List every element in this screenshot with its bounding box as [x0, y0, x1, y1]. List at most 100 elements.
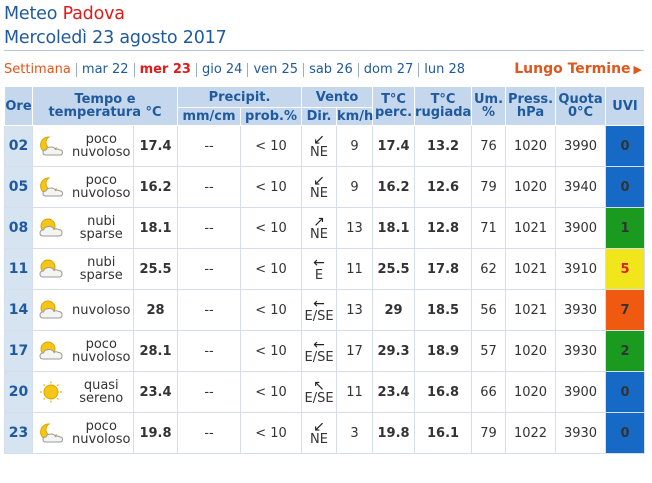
uvi-badge: 1: [605, 207, 646, 249]
dewpoint-cell: 16.1: [414, 412, 473, 454]
day-tab[interactable]: gio 24: [195, 63, 248, 77]
header-wind-speed: km/h: [336, 107, 374, 126]
moon-cloud-icon: [32, 166, 70, 208]
week-link[interactable]: Settimana: [4, 62, 71, 77]
wind-arrow-icon: ←: [313, 337, 325, 353]
days-nav: Settimana mar 22 mer 23 gio 24 ven 25 sa…: [4, 61, 470, 79]
precip-mm-cell: --: [177, 207, 242, 249]
sun-cloud-icon: [32, 248, 70, 290]
sky-description: poco nuvoloso: [69, 330, 134, 372]
wind-direction-cell: ↖ E/SE: [301, 371, 338, 413]
header-freezing-level: Quota 0°C: [555, 86, 607, 126]
sky-line1: quasi: [83, 378, 119, 393]
hour-cell: 11: [4, 248, 33, 290]
temperature-cell: 23.4: [132, 371, 179, 413]
sun-cloud-icon: [32, 207, 70, 249]
day-tab[interactable]: dom 27: [357, 63, 419, 77]
sky-line2: sparse: [79, 268, 123, 283]
long-term-link[interactable]: Lungo Termine ▶: [514, 61, 642, 77]
sky-description: poco nuvoloso: [69, 412, 134, 454]
wind-direction-cell: ↗ NE: [301, 207, 338, 249]
wind-direction-label: NE: [310, 186, 328, 201]
sky-description: nuvoloso: [69, 289, 134, 331]
forecast-date: Mercoledì 23 agosto 2017: [4, 28, 227, 48]
perceived-temp-cell: 16.2: [372, 166, 416, 208]
day-tab[interactable]: sab 26: [303, 63, 358, 77]
sky-line2: nuvoloso: [72, 432, 131, 447]
uvi-badge: 0: [605, 412, 646, 454]
humidity-cell: 79: [471, 166, 507, 208]
sky-line2: sparse: [79, 227, 123, 242]
header-freezing-level-line2: 0°C: [567, 105, 594, 120]
wind-speed-cell: 13: [336, 207, 374, 249]
wind-speed-cell: 9: [336, 166, 374, 208]
header-dewpoint-line2: rugiada: [415, 105, 472, 120]
wind-arrow-icon: ↖: [313, 378, 325, 394]
forecast-row: 23 poco nuvoloso 19.8 -- < 10 ↙ NE 3 19.8 16.1 79 10…: [4, 412, 646, 454]
forecast-row: 05 poco nuvoloso 16.2 -- < 10 ↙ NE 9 16.2 12.6 79 10…: [4, 166, 646, 208]
forecast-row: 11 nubi sparse 25.5 -- < 10 ← E 11 25.5 17.8 62 1021…: [4, 248, 646, 290]
perceived-temp-cell: 18.1: [372, 207, 416, 249]
header-freezing-level-line1: Quota: [558, 92, 603, 107]
hour-cell: 17: [4, 330, 33, 372]
wind-speed-cell: 9: [336, 125, 374, 167]
uvi-badge: 0: [605, 371, 646, 413]
humidity-cell: 62: [471, 248, 507, 290]
uvi-badge: 0: [605, 166, 646, 208]
header-humidity: Um. %: [471, 86, 507, 126]
precip-prob-cell: < 10: [240, 166, 303, 208]
uvi-badge: 7: [605, 289, 646, 331]
dewpoint-cell: 18.5: [414, 289, 473, 331]
sky-line1: nubi: [87, 255, 116, 270]
header-perceived: T°C perc.: [372, 86, 416, 126]
wind-arrow-icon: ←: [313, 296, 325, 312]
humidity-cell: 76: [471, 125, 507, 167]
sky-line1: nubi: [87, 214, 116, 229]
uvi-badge: 5: [605, 248, 646, 290]
perceived-temp-cell: 29.3: [372, 330, 416, 372]
perceived-temp-cell: 25.5: [372, 248, 416, 290]
dewpoint-cell: 17.8: [414, 248, 473, 290]
header-humidity-line1: Um.: [474, 92, 504, 107]
pressure-cell: 1022: [505, 412, 557, 454]
precip-prob-cell: < 10: [240, 371, 303, 413]
page-title: Meteo Padova: [4, 4, 125, 24]
temperature-cell: 18.1: [132, 207, 179, 249]
header-precip: Precipit.: [177, 86, 303, 108]
perceived-temp-cell: 23.4: [372, 371, 416, 413]
moon-cloud-icon: [32, 125, 70, 167]
freezing-level-cell: 3940: [555, 166, 607, 208]
sky-description: nubi sparse: [69, 207, 134, 249]
wind-direction-label: E/SE: [304, 391, 334, 406]
wind-direction-cell: ↙ NE: [301, 166, 338, 208]
title-prefix: Meteo: [4, 4, 58, 24]
header-perceived-line2: perc.: [374, 105, 413, 120]
wind-direction-label: E/SE: [304, 350, 334, 365]
day-tab[interactable]: lun 28: [418, 63, 470, 77]
hour-cell: 14: [4, 289, 33, 331]
temperature-cell: 28.1: [132, 330, 179, 372]
pressure-cell: 1021: [505, 248, 557, 290]
freezing-level-cell: 3990: [555, 125, 607, 167]
long-term-label: Lungo Termine: [514, 61, 631, 77]
temperature-cell: 16.2: [132, 166, 179, 208]
dewpoint-cell: 13.2: [414, 125, 473, 167]
header-weather-temp-line2: temperatura °C: [48, 105, 162, 120]
day-tab[interactable]: mar 22: [75, 63, 134, 77]
sky-line2: sereno: [79, 391, 124, 406]
precip-prob-cell: < 10: [240, 289, 303, 331]
precip-prob-cell: < 10: [240, 330, 303, 372]
header-weather-temp-line1: Tempo e: [74, 92, 136, 107]
wind-direction-cell: ← E/SE: [301, 289, 338, 331]
day-tab[interactable]: ven 25: [247, 63, 303, 77]
humidity-cell: 71: [471, 207, 507, 249]
moon-cloud-icon: [32, 412, 70, 454]
hour-cell: 20: [4, 371, 33, 413]
header-wind-dir: Dir.: [301, 107, 338, 126]
day-tab-selected[interactable]: mer 23: [133, 63, 196, 77]
forecast-row: 08 nubi sparse 18.1 -- < 10 ↗ NE 13 18.1 12.8 71 102…: [4, 207, 646, 249]
wind-direction-label: NE: [310, 432, 328, 447]
wind-arrow-icon: ←: [313, 255, 325, 271]
sky-line1: poco: [85, 337, 117, 352]
hour-cell: 23: [4, 412, 33, 454]
